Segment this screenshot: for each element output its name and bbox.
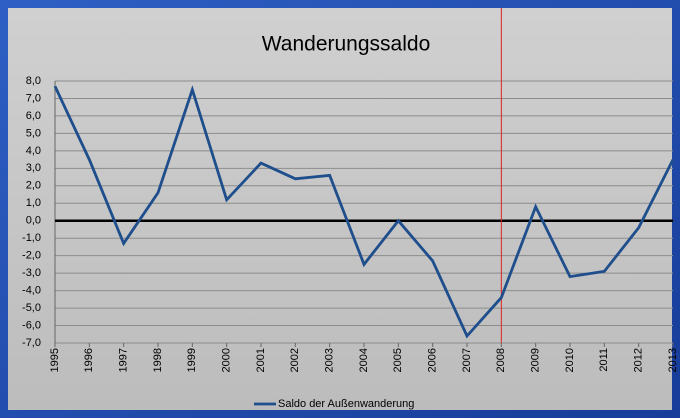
y-tick-label: -1,0 [22, 232, 41, 244]
x-tick-label: 2001 [255, 348, 267, 372]
x-tick-label: 2012 [633, 348, 645, 372]
x-tick-label: 2006 [427, 348, 439, 372]
y-tick-label: 6,0 [26, 110, 41, 122]
y-tick-label: 8,0 [26, 75, 41, 87]
x-tick-label: 2005 [392, 348, 404, 372]
x-tick-label: 2009 [530, 348, 542, 372]
data-line [53, 85, 675, 339]
y-tick-label: -7,0 [22, 337, 41, 349]
y-tick-label: 5,0 [26, 127, 41, 139]
y-tick-label: -5,0 [22, 302, 41, 314]
x-tick-label: 1996 [83, 348, 95, 372]
x-tick-label: 2011 [598, 348, 610, 372]
y-tick-label: 1,0 [26, 197, 41, 209]
x-tick-label: 2008 [495, 348, 507, 372]
x-tick-label: 2000 [221, 348, 233, 372]
y-tick-label: -4,0 [22, 285, 41, 297]
x-tick-label: 2010 [564, 348, 576, 372]
x-tick-label: 2002 [289, 348, 301, 372]
x-tick-label: 1995 [49, 348, 61, 372]
x-tick-label: 1998 [152, 348, 164, 372]
x-tick-label: 1999 [186, 348, 198, 372]
x-tick-label: 2013 [667, 348, 679, 372]
x-tick-label: 2003 [324, 348, 336, 372]
y-tick-label: 4,0 [26, 145, 41, 157]
x-tick-label: 1997 [118, 348, 130, 372]
y-tick-label: -6,0 [22, 319, 41, 331]
y-tick-label: 0,0 [26, 215, 41, 227]
chart-title: Wanderungssaldo [262, 33, 431, 56]
x-tick-label: 2004 [358, 348, 370, 372]
x-tick-label: 2007 [461, 348, 473, 372]
y-tick-label: -2,0 [22, 250, 41, 262]
y-tick-label: 2,0 [26, 180, 41, 192]
y-tick-label: 7,0 [26, 92, 41, 104]
legend-label: Saldo der Außenwanderung [278, 398, 414, 410]
y-tick-label: 3,0 [26, 162, 41, 174]
y-tick-label: -3,0 [22, 267, 41, 279]
